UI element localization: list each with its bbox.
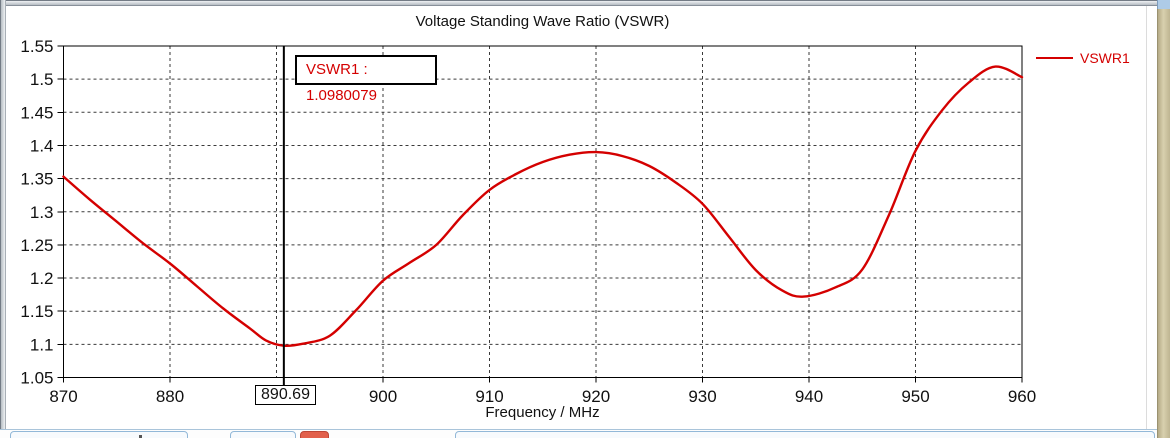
svg-text:1.4: 1.4	[30, 136, 54, 155]
svg-text:870: 870	[49, 387, 77, 406]
legend-line-swatch	[1036, 57, 1073, 59]
chart-title: Voltage Standing Wave Ratio (VSWR)	[415, 13, 670, 30]
svg-text:910: 910	[475, 387, 503, 406]
bottom-tab-strip	[0, 429, 1157, 438]
svg-text:1.2: 1.2	[30, 269, 54, 288]
panel-right-divider	[1146, 6, 1147, 429]
legend-label: VSWR1	[1080, 50, 1130, 66]
tab-dot-icon	[139, 435, 142, 438]
svg-text:1.55: 1.55	[20, 37, 53, 56]
svg-text:1.3: 1.3	[30, 203, 54, 222]
svg-text:960: 960	[1008, 387, 1036, 406]
svg-text:920: 920	[582, 387, 610, 406]
svg-text:1.1: 1.1	[30, 335, 54, 354]
svg-text:1.25: 1.25	[20, 236, 53, 255]
svg-text:940: 940	[795, 387, 823, 406]
legend: VSWR1	[1036, 50, 1130, 66]
marker-value-label[interactable]: VSWR1 : 1.0980079	[295, 55, 437, 104]
partial-tab-1[interactable]	[10, 431, 188, 438]
svg-text:930: 930	[688, 387, 716, 406]
svg-text:950: 950	[901, 387, 929, 406]
svg-text:1.35: 1.35	[20, 170, 53, 189]
svg-text:1.05: 1.05	[20, 369, 53, 388]
svg-text:900: 900	[369, 387, 397, 406]
svg-text:1.45: 1.45	[20, 103, 53, 122]
series-curve-VSWR1	[62, 65, 1024, 348]
svg-text:1.5: 1.5	[30, 70, 54, 89]
x-axis-title: Frequency / MHz	[485, 404, 600, 421]
window-frame-right[interactable]	[1157, 0, 1170, 438]
window-frame-right-cap	[1157, 0, 1170, 9]
partial-tab-red[interactable]	[300, 431, 329, 438]
svg-text:1.15: 1.15	[20, 302, 53, 321]
marker-x-value-box[interactable]: 890.69	[255, 385, 316, 405]
window-frame-left	[0, 0, 6, 429]
partial-tab-3[interactable]	[455, 431, 1155, 438]
partial-tab-2[interactable]	[230, 431, 296, 438]
svg-text:880: 880	[156, 387, 184, 406]
window-frame-top	[0, 0, 1170, 6]
